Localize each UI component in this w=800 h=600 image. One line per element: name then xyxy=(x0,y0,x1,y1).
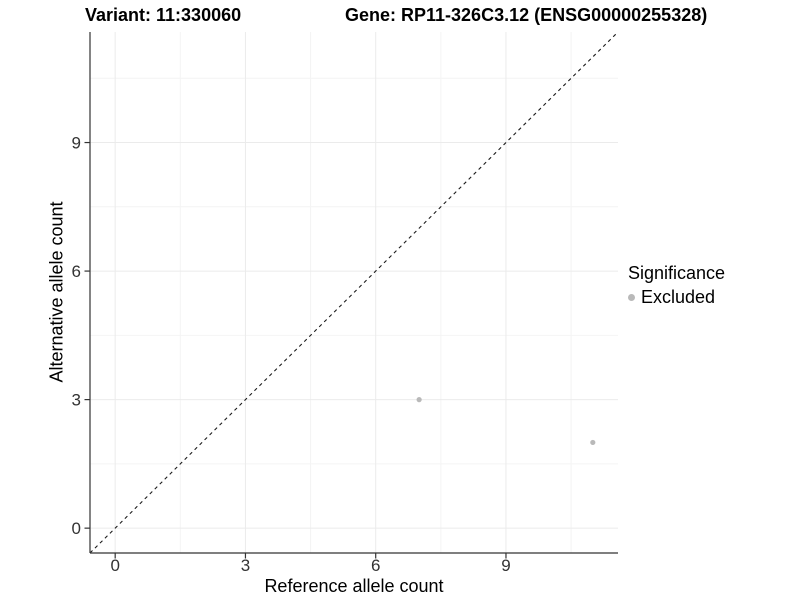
y-tick-label: 6 xyxy=(72,262,81,281)
data-point xyxy=(590,439,596,446)
x-tick-label: 6 xyxy=(371,556,380,575)
legend: Significance Excluded xyxy=(628,263,725,308)
x-axis-title: Reference allele count xyxy=(264,576,444,596)
y-tick-label: 3 xyxy=(72,391,81,410)
y-tick-label: 0 xyxy=(72,519,81,538)
plot-title-variant: Variant: 11:330060 xyxy=(85,5,242,25)
identity-dashed-line xyxy=(89,31,619,554)
legend-key-dot xyxy=(628,294,635,301)
x-tick-label: 3 xyxy=(241,556,250,575)
legend-item-excluded: Excluded xyxy=(628,287,725,308)
data-point xyxy=(416,397,422,403)
y-tick-label: 9 xyxy=(72,134,81,153)
legend-title: Significance xyxy=(628,263,726,283)
plot-title-gene: Gene: RP11-326C3.12 (ENSG00000255328) xyxy=(345,5,708,25)
x-tick-label: 9 xyxy=(501,556,510,575)
y-axis-title: Alternative allele count xyxy=(46,201,67,383)
x-tick-label: 0 xyxy=(110,556,119,575)
legend-item-label: Excluded xyxy=(641,287,716,307)
